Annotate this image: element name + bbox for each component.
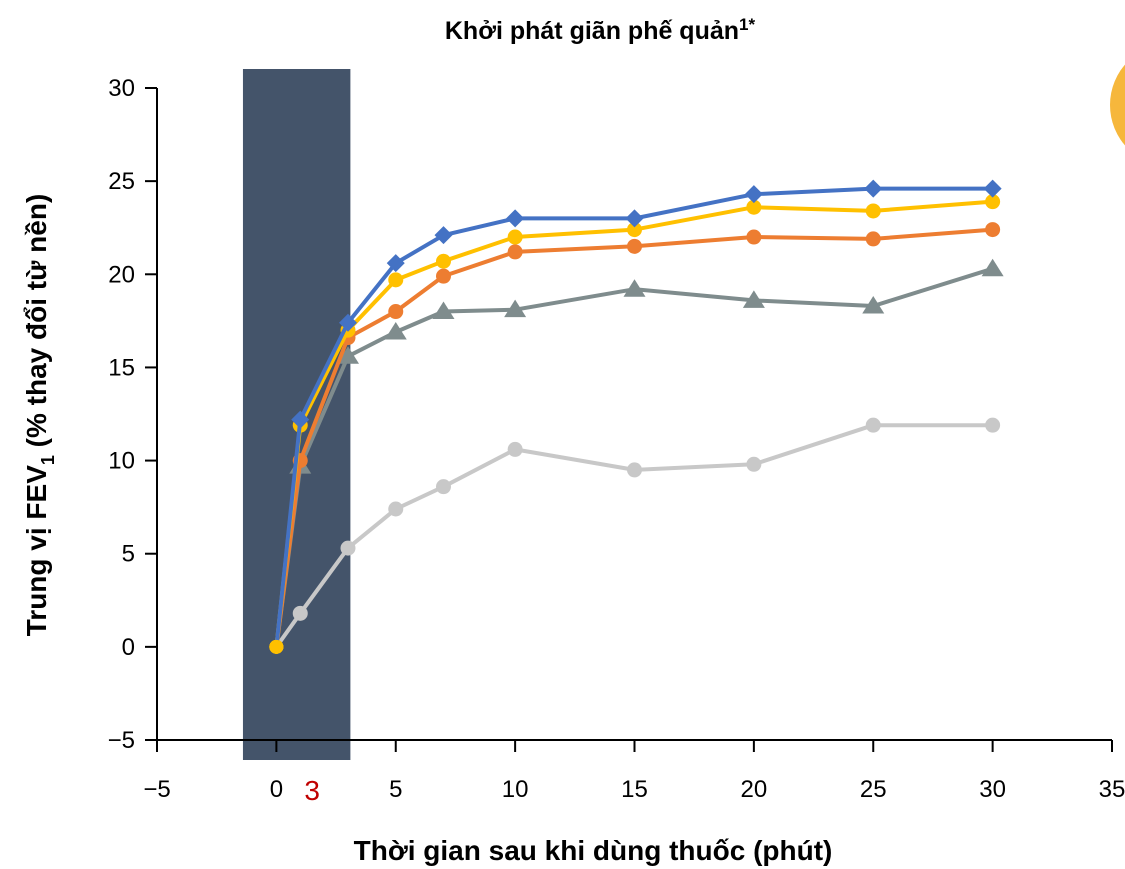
series-1-point bbox=[865, 417, 881, 433]
series-2-point bbox=[981, 258, 1004, 277]
chart-title: Khởi phát giãn phế quản1* bbox=[445, 15, 756, 45]
series-2-point bbox=[504, 299, 527, 318]
series-4-point bbox=[436, 253, 451, 269]
series-1-point bbox=[507, 441, 523, 457]
series-4-point bbox=[865, 203, 881, 219]
x-tick-label: 10 bbox=[502, 776, 529, 803]
y-axis-label-subscript: 1 bbox=[38, 455, 58, 465]
series-3-point bbox=[865, 231, 881, 247]
series-5-line bbox=[274, 186, 993, 648]
series-3-point bbox=[985, 222, 1001, 238]
series-5-point bbox=[386, 254, 405, 273]
series-4-point bbox=[627, 222, 642, 238]
y-tick-label: 20 bbox=[108, 261, 135, 288]
y-tick-label: 30 bbox=[108, 75, 135, 102]
chart-title-superscript: 1* bbox=[739, 15, 755, 34]
series-4-point bbox=[985, 194, 1001, 210]
series-3-point bbox=[388, 304, 404, 320]
series-2-point bbox=[337, 346, 359, 364]
series-layer bbox=[269, 179, 1004, 654]
y-axis-label: Trung vị FEV1 (% thay đổi từ nền) bbox=[21, 194, 58, 637]
y-axis-label-prefix: Trung vị FEV bbox=[21, 465, 52, 636]
decorative-yellow-circle bbox=[1110, 64, 1125, 146]
series-4-line bbox=[274, 199, 993, 648]
y-tick-label: −5 bbox=[108, 727, 135, 754]
series-1-point bbox=[388, 501, 404, 517]
series-5-point bbox=[269, 639, 284, 654]
x-tick-label: 5 bbox=[389, 776, 402, 803]
x-tick-label: 25 bbox=[860, 776, 887, 803]
series-4-point bbox=[746, 199, 762, 215]
x-extra-label: 3 bbox=[304, 775, 320, 806]
series-5-point bbox=[625, 209, 644, 228]
chart-title-text: Khởi phát giãn phế quản bbox=[445, 17, 739, 45]
series-3-point bbox=[436, 268, 451, 284]
series-2-point bbox=[623, 279, 646, 297]
series-3-point bbox=[507, 244, 523, 260]
series-2-point bbox=[862, 295, 885, 314]
x-tick-label: 15 bbox=[621, 776, 648, 803]
series-4-point bbox=[507, 229, 523, 245]
series-1-point bbox=[627, 462, 642, 478]
series-1-point bbox=[746, 456, 762, 472]
y-tick-label: 10 bbox=[108, 448, 135, 475]
x-tick-label: −5 bbox=[143, 776, 170, 803]
series-5-point bbox=[339, 313, 357, 332]
series-5-point bbox=[434, 226, 453, 245]
series-3-point bbox=[746, 229, 762, 245]
y-tick-label: 25 bbox=[108, 168, 135, 195]
series-1-point bbox=[436, 479, 451, 495]
series-1-point bbox=[292, 605, 308, 621]
y-tick-label: 0 bbox=[122, 634, 135, 661]
x-tick-label: 35 bbox=[1099, 776, 1125, 803]
series-5-point bbox=[291, 410, 310, 429]
y-tick-label: 5 bbox=[122, 541, 135, 568]
series-2-point bbox=[384, 322, 407, 340]
x-tick-label: 20 bbox=[741, 776, 768, 803]
series-1-point bbox=[340, 540, 356, 556]
x-tick-label: 30 bbox=[979, 776, 1006, 803]
series-2-point bbox=[432, 301, 455, 320]
series-4-point bbox=[388, 272, 404, 288]
y-axis-label-suffix: (% thay đổi từ nền) bbox=[21, 194, 52, 455]
x-tick-label: 0 bbox=[270, 776, 283, 803]
series-1-line bbox=[274, 423, 993, 649]
series-5-point bbox=[506, 209, 525, 228]
series-3-line bbox=[274, 227, 993, 648]
series-5-point bbox=[744, 185, 763, 204]
series-5-point bbox=[983, 179, 1002, 198]
series-2-line bbox=[274, 266, 994, 648]
series-1-point bbox=[985, 417, 1001, 433]
axes-layer: −5 0 5 10 15 20 25 30 −5 0 5 10 15 20 25 30 35 3 bbox=[108, 75, 1125, 806]
y-tick-label: 15 bbox=[108, 354, 135, 381]
series-3-point bbox=[627, 238, 642, 254]
series-5-point bbox=[864, 179, 883, 198]
series-2-point bbox=[742, 290, 765, 308]
x-axis-label: Thời gian sau khi dùng thuốc (phút) bbox=[354, 835, 833, 866]
